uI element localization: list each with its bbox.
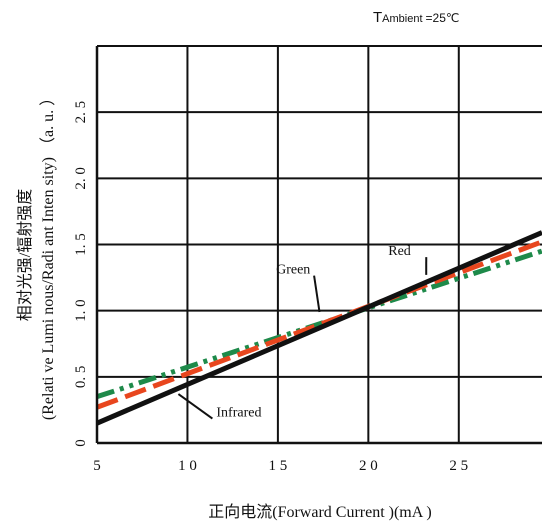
condition-value: =25 xyxy=(426,11,447,25)
y-tick-label-3: 1. 5 xyxy=(73,233,89,256)
condition-unit: ℃ xyxy=(446,11,459,25)
plot-frame xyxy=(95,46,542,445)
x-tick-label-0: 5 xyxy=(93,458,101,474)
y-tick-label-4: 2. 0 xyxy=(73,167,89,190)
series-line-infrared xyxy=(96,230,542,426)
y-axis-label-line2: (Relati ve Lumi nous/Radi ant Inten sity… xyxy=(39,90,57,420)
series-line-green xyxy=(96,248,542,400)
y-tick-label-2: 1. 0 xyxy=(73,299,89,322)
annotation-label-red: Red xyxy=(388,244,411,259)
annotation-label-green: Green xyxy=(276,263,310,278)
y-tick-label-1: 0. 5 xyxy=(73,366,89,389)
x-tick-label-4: 2 5 xyxy=(449,458,468,474)
x-axis-label: 正向电流(Forward Current )(mA ) xyxy=(208,503,432,521)
annotations: Red Green Infrared xyxy=(177,244,428,421)
annotation-leader-infrared xyxy=(177,393,213,420)
condition-label: TAmbient =25℃ xyxy=(373,9,459,26)
annotation-label-infrared: Infrared xyxy=(216,406,261,421)
condition-prefix: T xyxy=(373,9,382,26)
annotation-leader-green xyxy=(313,275,321,313)
tick-labels: 5 1 0 1 5 2 0 2 5 0 0. 5 1. 0 1. 5 2. 0 2. 5 xyxy=(73,101,468,474)
x-tick-label-1: 1 0 xyxy=(178,458,197,474)
y-axis-label-line1: 相对光强/辐射强度 xyxy=(16,189,34,321)
condition-subscript: Ambient xyxy=(382,13,422,25)
x-tick-label-2: 1 5 xyxy=(269,458,288,474)
series-lines xyxy=(96,230,542,426)
y-tick-label-5: 2. 5 xyxy=(73,101,89,124)
y-tick-label-0: 0 xyxy=(73,439,89,447)
series-line-red xyxy=(96,239,542,410)
x-tick-label-3: 2 0 xyxy=(359,458,378,474)
